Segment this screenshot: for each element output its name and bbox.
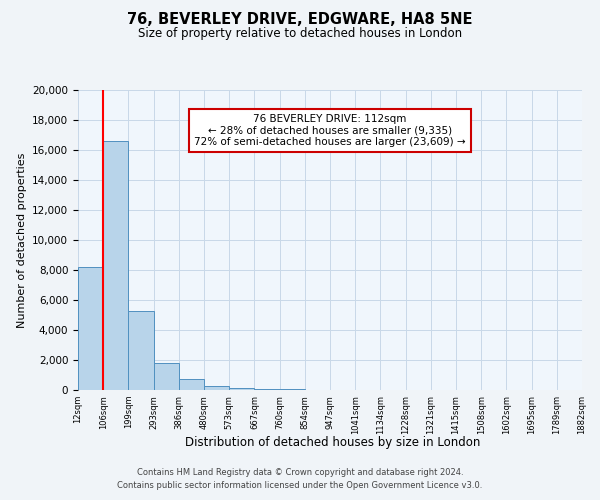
Y-axis label: Number of detached properties: Number of detached properties <box>17 152 26 328</box>
Text: 76 BEVERLEY DRIVE: 112sqm
← 28% of detached houses are smaller (9,335)
72% of se: 76 BEVERLEY DRIVE: 112sqm ← 28% of detac… <box>194 114 466 147</box>
Bar <box>204 386 229 390</box>
Bar <box>154 363 179 390</box>
Bar <box>280 389 305 390</box>
Bar <box>229 388 254 390</box>
Bar <box>128 311 154 390</box>
Text: 76, BEVERLEY DRIVE, EDGWARE, HA8 5NE: 76, BEVERLEY DRIVE, EDGWARE, HA8 5NE <box>127 12 473 28</box>
Bar <box>254 388 280 390</box>
Text: Contains public sector information licensed under the Open Government Licence v3: Contains public sector information licen… <box>118 480 482 490</box>
Text: Distribution of detached houses by size in London: Distribution of detached houses by size … <box>185 436 481 449</box>
Text: Contains HM Land Registry data © Crown copyright and database right 2024.: Contains HM Land Registry data © Crown c… <box>137 468 463 477</box>
Text: Size of property relative to detached houses in London: Size of property relative to detached ho… <box>138 28 462 40</box>
Bar <box>179 379 204 390</box>
Bar <box>78 267 103 390</box>
Bar <box>103 141 128 390</box>
